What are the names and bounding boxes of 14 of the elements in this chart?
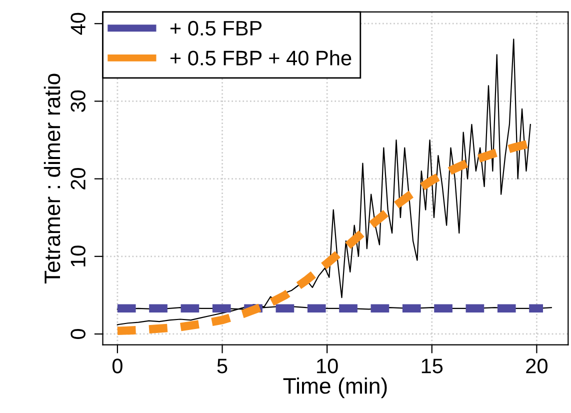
y-tick-label: 10: [70, 246, 86, 266]
y-axis-title: Tetramer : dimer ratio: [44, 74, 60, 284]
x-tick-label: 10: [317, 358, 338, 374]
y-tick-label: 20: [70, 168, 86, 190]
x-tick-label: 5: [217, 358, 228, 374]
y-tick-label: 30: [70, 90, 86, 112]
x-tick-label: 15: [422, 358, 443, 374]
legend-label: + 0.5 FBP: [170, 20, 262, 36]
y-tick-label: 40: [70, 12, 86, 35]
x-tick-label: 20: [526, 358, 548, 374]
x-tick-label: 0: [112, 358, 122, 374]
x-axis-title: Time (min): [283, 377, 387, 398]
y-tick-label: 0: [70, 329, 86, 339]
legend-label: + 0.5 FBP + 40 Phe: [170, 50, 352, 66]
